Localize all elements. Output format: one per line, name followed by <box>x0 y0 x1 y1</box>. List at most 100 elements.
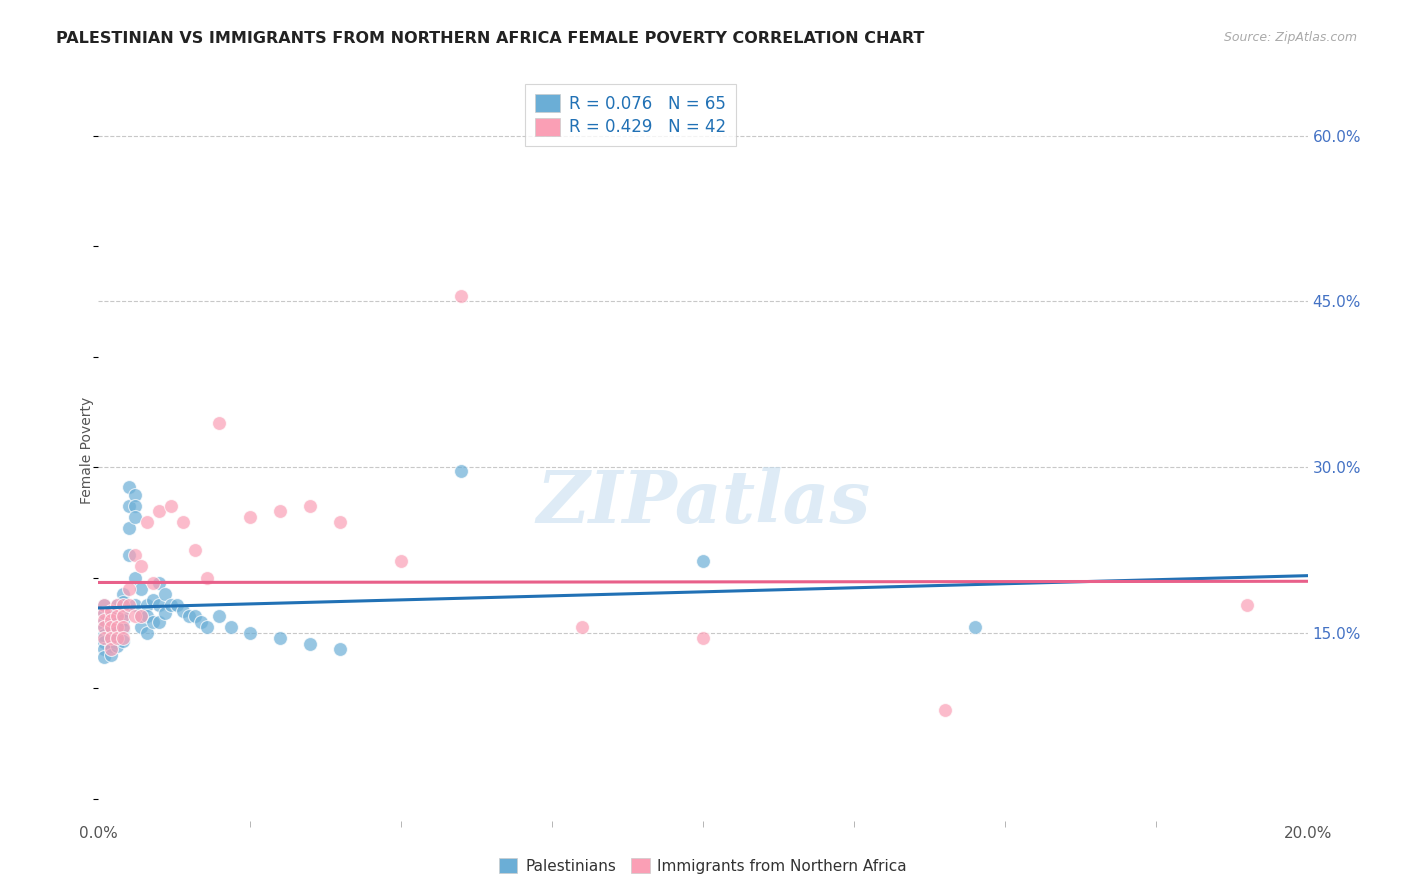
Point <box>93 650 115 665</box>
Point <box>184 542 207 557</box>
Point <box>124 609 146 624</box>
Point <box>111 623 134 637</box>
Point <box>148 576 170 591</box>
Point <box>389 554 412 568</box>
Point <box>105 639 128 653</box>
Point <box>135 516 157 530</box>
Point <box>93 606 115 620</box>
Point <box>450 289 472 303</box>
Point <box>118 480 141 494</box>
Text: PALESTINIAN VS IMMIGRANTS FROM NORTHERN AFRICA FEMALE POVERTY CORRELATION CHART: PALESTINIAN VS IMMIGRANTS FROM NORTHERN … <box>56 31 925 46</box>
Point <box>93 615 115 629</box>
Point <box>124 549 146 563</box>
Point <box>93 613 115 627</box>
Point <box>118 582 141 596</box>
Point <box>100 609 122 624</box>
Point <box>118 521 141 535</box>
Point <box>100 613 122 627</box>
Text: Source: ZipAtlas.com: Source: ZipAtlas.com <box>1223 31 1357 45</box>
Point <box>105 609 128 624</box>
Y-axis label: Female Poverty: Female Poverty <box>80 397 94 504</box>
Point <box>239 625 262 640</box>
Point <box>100 639 122 653</box>
Point <box>100 642 122 657</box>
Point <box>93 606 115 620</box>
Point <box>269 504 291 518</box>
Point <box>105 632 128 646</box>
Point <box>93 628 115 642</box>
Point <box>124 499 146 513</box>
Point <box>111 620 134 634</box>
Point <box>329 516 352 530</box>
Point <box>934 703 956 717</box>
Point <box>148 615 170 629</box>
Point <box>299 499 322 513</box>
Point <box>135 625 157 640</box>
Point <box>269 632 291 646</box>
Point <box>100 632 122 646</box>
Point <box>111 633 134 648</box>
Point <box>160 499 183 513</box>
Text: ZIPatlas: ZIPatlas <box>536 467 870 538</box>
Point <box>105 624 128 638</box>
Point <box>105 620 128 634</box>
Point <box>93 598 115 612</box>
Point <box>148 598 170 612</box>
Point <box>153 587 176 601</box>
Point <box>100 604 122 618</box>
Point <box>195 620 218 634</box>
Point <box>208 416 231 430</box>
Point <box>105 632 128 646</box>
Point <box>208 609 231 624</box>
Point <box>179 609 201 624</box>
Point <box>1236 598 1258 612</box>
Point <box>148 504 170 518</box>
Point <box>118 549 141 563</box>
Point <box>172 516 194 530</box>
Point <box>124 509 146 524</box>
Point <box>93 642 115 657</box>
Point <box>100 604 122 618</box>
Point <box>329 642 352 657</box>
Point <box>195 570 218 584</box>
Point <box>450 465 472 479</box>
Point <box>111 587 134 601</box>
Point <box>184 609 207 624</box>
Point <box>142 615 165 629</box>
Point <box>142 576 165 591</box>
Point <box>124 488 146 502</box>
Point <box>93 634 115 648</box>
Point <box>100 615 122 629</box>
Point <box>153 606 176 620</box>
Point <box>100 620 122 634</box>
Point <box>221 620 243 634</box>
Point <box>129 620 152 634</box>
Point <box>111 632 134 646</box>
Point <box>111 604 134 618</box>
Point <box>160 598 183 612</box>
Point <box>93 620 115 634</box>
Point <box>166 598 188 612</box>
Point <box>965 620 987 634</box>
Point <box>142 592 165 607</box>
Point <box>105 598 128 612</box>
Point <box>571 620 593 634</box>
Point <box>105 598 128 612</box>
Point <box>124 570 146 584</box>
Point <box>239 509 262 524</box>
Point <box>100 632 122 646</box>
Point <box>135 598 157 612</box>
Point <box>100 620 122 634</box>
Point <box>172 604 194 618</box>
Point <box>299 637 322 651</box>
Point <box>692 554 714 568</box>
Legend: R = 0.076   N = 65, R = 0.429   N = 42: R = 0.076 N = 65, R = 0.429 N = 42 <box>526 84 735 146</box>
Point <box>93 598 115 612</box>
Point <box>105 606 128 620</box>
Point <box>129 582 152 596</box>
Point <box>190 615 212 629</box>
Point <box>93 632 115 646</box>
Point <box>129 609 152 624</box>
Point <box>111 598 134 612</box>
Point <box>93 620 115 634</box>
